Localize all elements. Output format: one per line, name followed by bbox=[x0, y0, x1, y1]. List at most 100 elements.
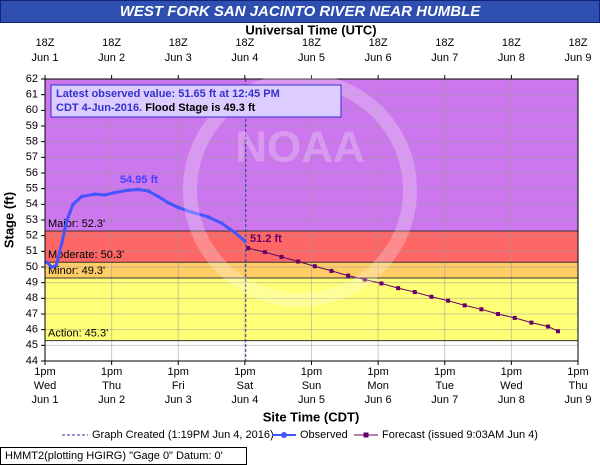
forecast-annotation: 51.2 ft bbox=[250, 233, 282, 245]
x2-tick-label: Jun 2 bbox=[98, 52, 125, 64]
x2-tick-label: 18Z bbox=[235, 37, 254, 49]
observed-point bbox=[93, 192, 97, 196]
info-date: CDT 4-Jun-2016. bbox=[56, 102, 142, 114]
forecast-point bbox=[312, 264, 317, 269]
legend-forecast-marker bbox=[363, 432, 369, 438]
x-tick-label: Sun bbox=[302, 380, 322, 392]
observed-point bbox=[166, 200, 171, 205]
x2-axis-title: Universal Time (UTC) bbox=[245, 22, 376, 37]
forecast-point bbox=[556, 329, 561, 334]
x-axis-title: Site Time (CDT) bbox=[263, 409, 360, 424]
x-tick-label: Jun 9 bbox=[565, 394, 592, 406]
x-tick-label: Thu bbox=[569, 380, 588, 392]
forecast-point bbox=[346, 273, 351, 278]
observed-point bbox=[54, 263, 59, 268]
x-tick-label: Sat bbox=[237, 380, 254, 392]
y-tick-label: 45 bbox=[26, 339, 38, 351]
x2-tick-label: 18Z bbox=[102, 37, 121, 49]
x2-tick-label: 18Z bbox=[569, 37, 588, 49]
x2-tick-label: Jun 5 bbox=[298, 52, 325, 64]
legend-observed: Observed bbox=[300, 429, 348, 441]
x2-tick-label: Jun 4 bbox=[231, 52, 258, 64]
y-tick-label: 56 bbox=[26, 167, 38, 179]
x2-tick-label: Jun 8 bbox=[498, 52, 525, 64]
flood-label: Major: 52.3' bbox=[48, 218, 105, 230]
observed-point bbox=[45, 260, 49, 265]
x2-tick-label: Jun 9 bbox=[565, 52, 592, 64]
forecast-point bbox=[296, 259, 301, 264]
peak-annotation: 54.95 ft bbox=[120, 174, 158, 186]
x-tick-label: 1pm bbox=[367, 366, 388, 378]
observed-point bbox=[156, 194, 161, 199]
observed-point bbox=[189, 210, 194, 214]
info-text: CDT 4-Jun-2016. Flood Stage is 49.3 ft bbox=[56, 102, 256, 114]
observed-point bbox=[233, 230, 237, 235]
series-line bbox=[248, 247, 559, 332]
observed-point bbox=[103, 193, 107, 197]
x-tick-label: Wed bbox=[34, 380, 56, 392]
forecast-point bbox=[462, 303, 467, 308]
forecast-point bbox=[446, 298, 451, 303]
y-tick-label: 44 bbox=[26, 355, 38, 367]
x-tick-label: Tue bbox=[435, 380, 454, 392]
legend-created: Graph Created (1:19PM Jun 4, 2016) bbox=[92, 429, 274, 441]
y-axis-title: Stage (ft) bbox=[1, 192, 16, 248]
forecast-point bbox=[279, 254, 284, 259]
y-tick-label: 48 bbox=[26, 292, 38, 304]
flood-label: Moderate: 50.3' bbox=[48, 249, 124, 261]
watermark-ring bbox=[183, 73, 417, 307]
observed-point bbox=[126, 188, 131, 193]
observed-point bbox=[206, 215, 211, 219]
x-tick-label: Jun 6 bbox=[365, 394, 392, 406]
observed-point bbox=[176, 205, 181, 210]
y-tick-label: 50 bbox=[26, 261, 38, 273]
x-tick-label: Mon bbox=[367, 380, 388, 392]
forecast-point bbox=[429, 294, 434, 299]
x-tick-label: Jun 3 bbox=[165, 394, 192, 406]
forecast-point bbox=[362, 277, 367, 282]
forecast-point bbox=[546, 324, 551, 329]
x2-tick-label: 18Z bbox=[36, 37, 55, 49]
x-tick-label: Thu bbox=[102, 380, 121, 392]
y-tick-label: 51 bbox=[26, 245, 38, 257]
y-tick-label: 60 bbox=[26, 104, 38, 116]
y-tick-label: 47 bbox=[26, 308, 38, 320]
forecast-point bbox=[396, 286, 401, 291]
y-tick-label: 58 bbox=[26, 136, 38, 148]
footer: HMMT2(plotting HGIRG) "Gage 0" Datum: 0' bbox=[5, 450, 223, 462]
x-tick-label: Jun 5 bbox=[298, 394, 325, 406]
y-tick-label: 52 bbox=[26, 230, 38, 242]
y-tick-label: 59 bbox=[26, 120, 38, 132]
x-tick-label: 1pm bbox=[34, 366, 55, 378]
observed-point bbox=[59, 241, 64, 246]
x2-tick-label: Jun 6 bbox=[365, 52, 392, 64]
y-tick-label: 62 bbox=[26, 73, 38, 85]
x-tick-label: 1pm bbox=[168, 366, 189, 378]
x-tick-label: Fri bbox=[172, 380, 185, 392]
forecast-point bbox=[329, 268, 334, 273]
forecast-point bbox=[512, 315, 517, 320]
observed-point bbox=[65, 218, 69, 222]
observed-point bbox=[113, 190, 117, 195]
forecast-point bbox=[529, 320, 534, 325]
x2-tick-label: 18Z bbox=[369, 37, 388, 49]
y-tick-label: 53 bbox=[26, 214, 38, 226]
forecast-point bbox=[379, 281, 384, 286]
observed-point bbox=[146, 189, 151, 193]
x-tick-label: Jun 2 bbox=[98, 394, 125, 406]
info-box bbox=[50, 84, 342, 118]
x-tick-label: 1pm bbox=[234, 366, 255, 378]
x-tick-label: 1pm bbox=[301, 366, 322, 378]
observed-point bbox=[79, 194, 84, 199]
x-tick-label: 1pm bbox=[567, 366, 588, 378]
x2-tick-label: Jun 7 bbox=[431, 52, 458, 64]
observed-point bbox=[219, 221, 224, 225]
x-tick-label: 1pm bbox=[101, 366, 122, 378]
x-tick-label: 1pm bbox=[434, 366, 455, 378]
forecast-point bbox=[496, 312, 501, 316]
x2-tick-label: 18Z bbox=[502, 37, 521, 49]
flood-label: Minor: 49.3' bbox=[48, 265, 105, 277]
x-tick-label: Jun 1 bbox=[32, 394, 59, 406]
x2-tick-label: 18Z bbox=[169, 37, 188, 49]
